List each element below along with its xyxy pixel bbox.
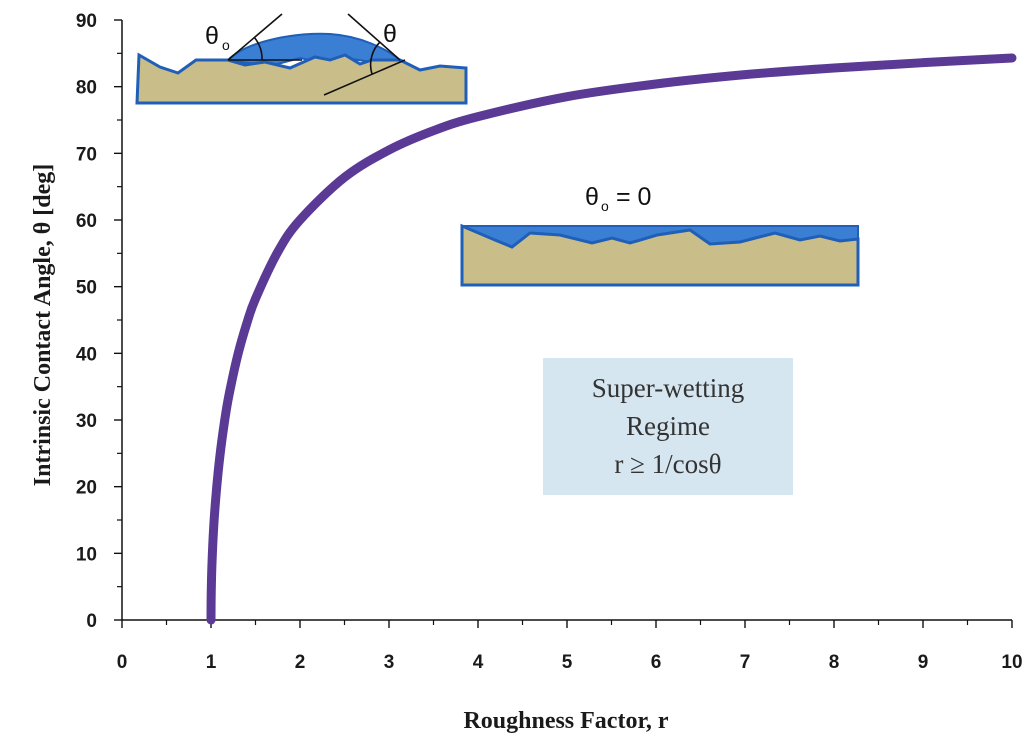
y-tick-label: 70 [76, 144, 97, 165]
regime-box-bg [543, 358, 793, 495]
theta-o-subscript-mid: o [601, 198, 609, 214]
y-tick-label: 30 [76, 411, 97, 432]
x-tick-label: 9 [918, 652, 929, 673]
droplet-inset: θ o θ [135, 13, 468, 105]
tangent-line-right [347, 13, 401, 61]
x-tick-label: 4 [473, 652, 484, 673]
x-axis-title: Roughness Factor, r [463, 708, 668, 734]
ticks [114, 19, 1013, 628]
angle-arc-right [369, 41, 381, 75]
x-tick-label: 3 [384, 652, 395, 673]
x-tick-label: 10 [1001, 652, 1022, 673]
regime-line-1: Super-wetting [592, 373, 744, 403]
x-tick-label: 5 [562, 652, 573, 673]
x-tick-label: 8 [829, 652, 840, 673]
x-tick-label: 1 [206, 652, 217, 673]
regime-line-2: Regime [626, 411, 710, 441]
y-tick-label: 80 [76, 78, 97, 99]
local-surface-line [323, 59, 406, 96]
theta-o-subscript-top: o [222, 37, 230, 53]
y-axis-title: Intrinsic Contact Angle, θ [deg] [30, 164, 56, 487]
y-tick-label: 90 [76, 11, 97, 32]
equation-label-mid: = 0 [616, 183, 651, 211]
y-tick-label: 10 [76, 544, 97, 565]
theta-o-label-top: θ [205, 22, 219, 50]
y-tick-label: 40 [76, 344, 97, 365]
wetted-substrate [460, 223, 860, 287]
angle-arc-left [253, 36, 263, 61]
y-tick-label: 60 [76, 211, 97, 232]
y-tick-label: 50 [76, 278, 97, 299]
theta-label-top: θ [383, 20, 397, 48]
regime-line-3: r ≥ 1/cosθ [614, 449, 721, 479]
x-tick-label: 0 [117, 652, 128, 673]
y-tick-label: 20 [76, 478, 97, 499]
droplet-substrate [135, 52, 468, 105]
regime-box: Super-wetting Regime r ≥ 1/cosθ [543, 358, 793, 495]
wetted-inset: θ o = 0 [460, 183, 860, 287]
x-tick-label: 7 [740, 652, 751, 673]
y-tick-label: 0 [86, 611, 97, 632]
series-line-0 [206, 53, 1017, 625]
tick-labels: 0 1 2 3 4 5 6 7 8 9 10 0 10 20 30 40 50 60 70 80 90 [76, 11, 1023, 673]
x-tick-label: 2 [295, 652, 306, 673]
theta-o-label-mid: θ [585, 183, 599, 211]
axes [121, 20, 1012, 621]
x-tick-label: 6 [651, 652, 662, 673]
